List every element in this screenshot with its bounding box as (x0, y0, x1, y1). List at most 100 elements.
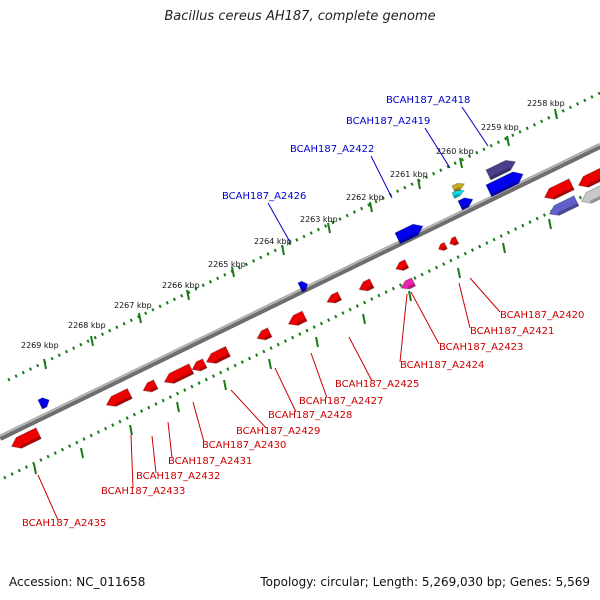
leader-line (410, 291, 440, 345)
ruler-tick (43, 358, 47, 370)
ruler-tick (408, 290, 412, 302)
ruler-tick (369, 201, 373, 213)
gene-arrow (580, 184, 600, 204)
ruler-tick (80, 447, 84, 459)
gene-arrow (142, 379, 159, 393)
ruler-tick (362, 313, 366, 325)
gene-arrow (449, 235, 460, 246)
gene-arrow (437, 241, 448, 252)
leader-line (310, 352, 328, 399)
ruler-label: 2268 kbp (68, 321, 106, 330)
ruler-label: 2267 kbp (114, 301, 152, 310)
leader-line (348, 336, 373, 382)
genome-backbone-shadow (0, 143, 600, 441)
ruler-label: 2260 kbp (436, 147, 474, 156)
leader-line (130, 434, 134, 489)
ruler-tick (129, 424, 133, 436)
gene-arrow (256, 327, 273, 341)
ruler-tick (281, 244, 285, 256)
forward-gene-label: BCAH187_A2422 (290, 144, 374, 155)
ruler-tick (315, 336, 319, 348)
gene-arrow (485, 171, 524, 198)
reverse-gene-label: BCAH187_A2423 (439, 342, 523, 353)
leader-line (469, 277, 501, 313)
leader-line (370, 155, 393, 199)
forward-gene-label: BCAH187_A2426 (222, 191, 306, 202)
ruler-label: 2261 kbp (390, 170, 428, 179)
gene-arrow (577, 166, 600, 188)
reverse-gene-label: BCAH187_A2432 (136, 471, 220, 482)
ruler-tick (231, 266, 235, 278)
ruler-tick (417, 178, 421, 190)
reverse-gene-label: BCAH187_A2424 (400, 360, 484, 371)
leader-line (461, 106, 489, 147)
gene-arrow (10, 427, 42, 449)
reverse-gene-label: BCAH187_A2425 (335, 379, 419, 390)
ruler-label: 2266 kbp (162, 281, 200, 290)
reverse-gene-label: BCAH187_A2420 (500, 310, 584, 321)
ruler-tick (268, 358, 272, 370)
gene-arrow (457, 197, 474, 211)
gene-arrow (297, 280, 308, 293)
reverse-gene-label: BCAH187_A2429 (236, 426, 320, 437)
leader-line (274, 367, 297, 413)
ruler-tick (138, 312, 142, 324)
gene-arrow (400, 277, 417, 290)
ruler-tick (548, 218, 552, 230)
gene-arrow (485, 159, 517, 181)
reverse-gene-label: BCAH187_A2421 (470, 326, 554, 337)
gene-arrow (105, 387, 133, 407)
ruler-tick (176, 401, 180, 413)
leader-line (267, 202, 291, 243)
gene-arrow (548, 195, 580, 216)
reverse-gene-label: BCAH187_A2431 (168, 456, 252, 467)
reverse-gene-label: BCAH187_A2435 (22, 518, 106, 529)
gene-arrow (394, 223, 424, 245)
ruler-tick (327, 222, 331, 234)
leader-line (399, 293, 408, 363)
outer-scale-ruler (7, 91, 600, 382)
forward-gene-label: BCAH187_A2418 (386, 95, 470, 106)
accession-text: Accession: NC_011658 (9, 575, 146, 589)
inner-scale-ruler (3, 186, 600, 480)
gene-arrow (163, 363, 195, 384)
reverse-gene-label: BCAH187_A2433 (101, 486, 185, 497)
gene-arrow (205, 345, 232, 364)
leader-line (192, 401, 205, 443)
ruler-tick (554, 108, 558, 120)
ruler-label: 2265 kbp (208, 260, 246, 269)
gene-arrow (451, 182, 466, 193)
ruler-tick (186, 289, 190, 301)
reverse-gene-label: BCAH187_A2428 (268, 410, 352, 421)
ruler-tick (33, 463, 37, 475)
genome-title: Bacillus cereus AH187, complete genome (164, 9, 436, 24)
leader-line (151, 435, 157, 474)
leader-line (458, 282, 471, 329)
ruler-label: 2262 kbp (346, 193, 384, 202)
gene-arrow (326, 291, 343, 304)
ruler-label: 2258 kbp (527, 99, 565, 108)
ruler-label: 2269 kbp (21, 341, 59, 350)
ruler-tick (223, 379, 227, 391)
ruler-tick (459, 157, 463, 169)
ruler-label: 2264 kbp (254, 237, 292, 246)
leader-line (424, 127, 451, 169)
gene-arrow (451, 189, 466, 200)
ruler-tick (506, 135, 510, 147)
ruler-tick (90, 335, 94, 347)
ruler-label: 2259 kbp (481, 123, 519, 132)
gene-arrow (191, 358, 208, 372)
reverse-gene-label: BCAH187_A2430 (202, 440, 286, 451)
gene-arrow (358, 278, 375, 292)
leader-line (37, 474, 59, 521)
genome-backbone (0, 143, 600, 437)
ruler-tick (457, 267, 461, 279)
forward-gene-label: BCAH187_A2419 (346, 116, 430, 127)
gene-arrow (395, 259, 410, 271)
gene-arrow (287, 310, 308, 326)
gene-arrow (543, 178, 575, 200)
gene-arrow (37, 397, 50, 410)
ruler-tick (502, 242, 506, 254)
genome-stats-text: Topology: circular; Length: 5,269,030 bp… (260, 575, 590, 589)
